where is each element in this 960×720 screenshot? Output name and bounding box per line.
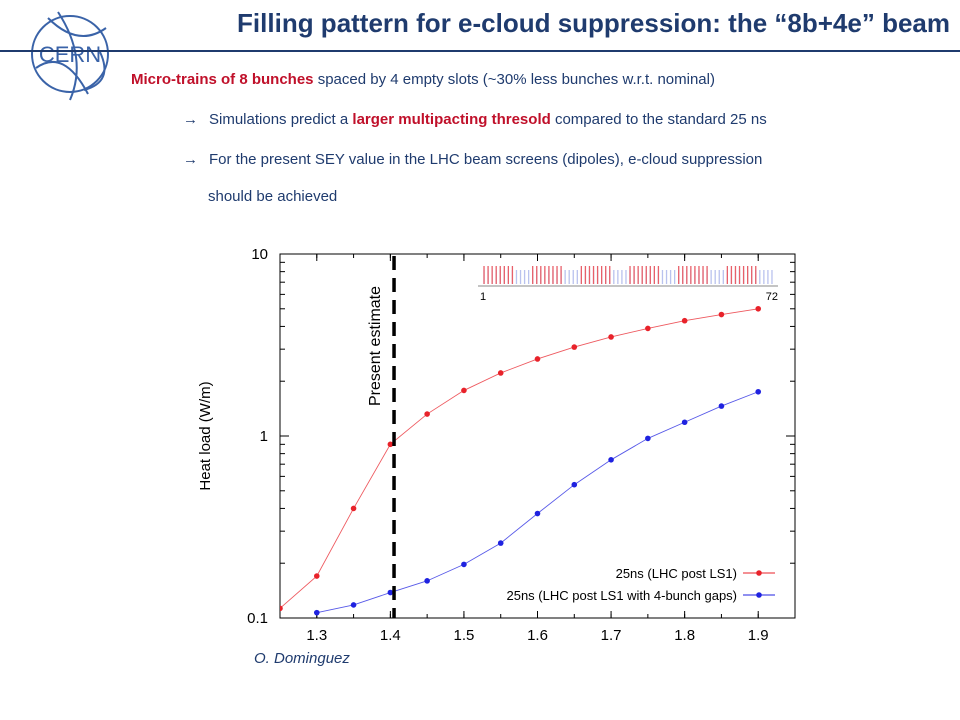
series-1-point <box>424 411 430 417</box>
series-1-point <box>534 356 541 362</box>
arrow-icon: → <box>183 151 198 168</box>
plot-layer: 1.3 1.4 1.5 1.6 1.7 1.8 1.9 0.1 1 10 Heat load (W/… <box>197 246 796 644</box>
series-2-point <box>534 510 541 517</box>
bullet2-line2: should be achieved <box>208 188 338 205</box>
author-credit: O. Dominguez <box>254 650 350 667</box>
intro-rest: spaced by 4 empty slots (~30% less bunch… <box>313 71 715 88</box>
bullet1-pre: Simulations predict a <box>209 111 353 128</box>
series-2-point <box>718 403 725 409</box>
series-1-point <box>350 505 357 512</box>
cern-logo: CERN <box>31 11 109 101</box>
series-2-point <box>461 561 467 568</box>
series-1-point <box>461 387 467 394</box>
series-1-point <box>313 573 320 579</box>
x-tick-label: 1.3 <box>306 627 327 644</box>
series-layer <box>280 305 762 616</box>
x-tick-label: 1.5 <box>453 627 474 644</box>
bullet1-highlight: larger multipacting thresold <box>352 111 551 128</box>
present-estimate-label: Present estimate <box>367 286 384 406</box>
intro-highlight: Micro-trains of 8 bunches <box>131 71 314 88</box>
legend-marker-1 <box>756 570 762 576</box>
legend: 25ns (LHC post LS1) 25ns (LHC post LS1 wi… <box>506 566 775 603</box>
legend-label-2: 25ns (LHC post LS1 with 4-bunch gaps) <box>506 588 737 603</box>
bullet1-post: compared to the standard 25 ns <box>550 111 767 128</box>
series-2-point <box>755 388 762 395</box>
filling-pattern-inset: 1 72 <box>478 266 778 303</box>
bullet-simulations: → Simulations predict a larger multipacti… <box>183 111 767 128</box>
x-tick-label: 1.4 <box>380 627 401 644</box>
series-1-point <box>645 325 651 332</box>
series-line-1 <box>280 308 759 609</box>
bullet-sey: → For the present SEY value in the LHC be… <box>183 151 762 168</box>
series-1-point <box>755 305 762 312</box>
series-1-point <box>280 605 283 612</box>
bullet2-line1: For the present SEY value in the LHC bea… <box>209 151 763 168</box>
header-rule <box>0 50 960 52</box>
legend-label-1: 25ns (LHC post LS1) <box>616 566 737 581</box>
series-1-point <box>387 441 394 448</box>
series-1-point <box>497 370 504 376</box>
series-2-point <box>350 602 357 608</box>
x-tick-label: 1.6 <box>527 627 548 644</box>
series-2-point <box>387 589 394 596</box>
series-2-point <box>571 481 578 488</box>
heat-load-chart: 1.3 1.4 1.5 1.6 1.7 1.8 1.9 0.1 1 10 Heat load (W/… <box>197 246 796 644</box>
series-2-point <box>608 456 614 463</box>
y-axis-label: Heat load (W/m) <box>197 381 214 490</box>
page-title: Filling pattern for e-cloud suppression:… <box>237 8 950 38</box>
intro-line: Micro-trains of 8 bunches spaced by 4 em… <box>131 71 715 88</box>
series-1-point <box>681 317 688 324</box>
y-tick-label: 0.1 <box>247 610 268 627</box>
inset-end-label: 72 <box>766 291 778 303</box>
legend-marker-2 <box>756 592 762 598</box>
logo-text: CERN <box>39 42 101 67</box>
series-1-point <box>571 344 578 350</box>
series-2-point <box>497 540 504 546</box>
y-tick-label: 1 <box>260 428 268 445</box>
series-1-point <box>608 334 614 340</box>
y-tick-label: 10 <box>251 246 268 263</box>
series-2-point <box>681 419 688 426</box>
x-tick-label: 1.9 <box>748 627 769 644</box>
series-2-point <box>313 609 320 616</box>
x-tick-label: 1.8 <box>674 627 695 644</box>
arrow-icon: → <box>183 111 198 128</box>
plot-frame <box>279 253 796 619</box>
inset-start-label: 1 <box>480 291 486 303</box>
series-1-point <box>718 311 725 318</box>
series-2-point <box>645 435 651 442</box>
series-2-point <box>424 578 430 584</box>
x-tick-label: 1.7 <box>601 627 622 644</box>
